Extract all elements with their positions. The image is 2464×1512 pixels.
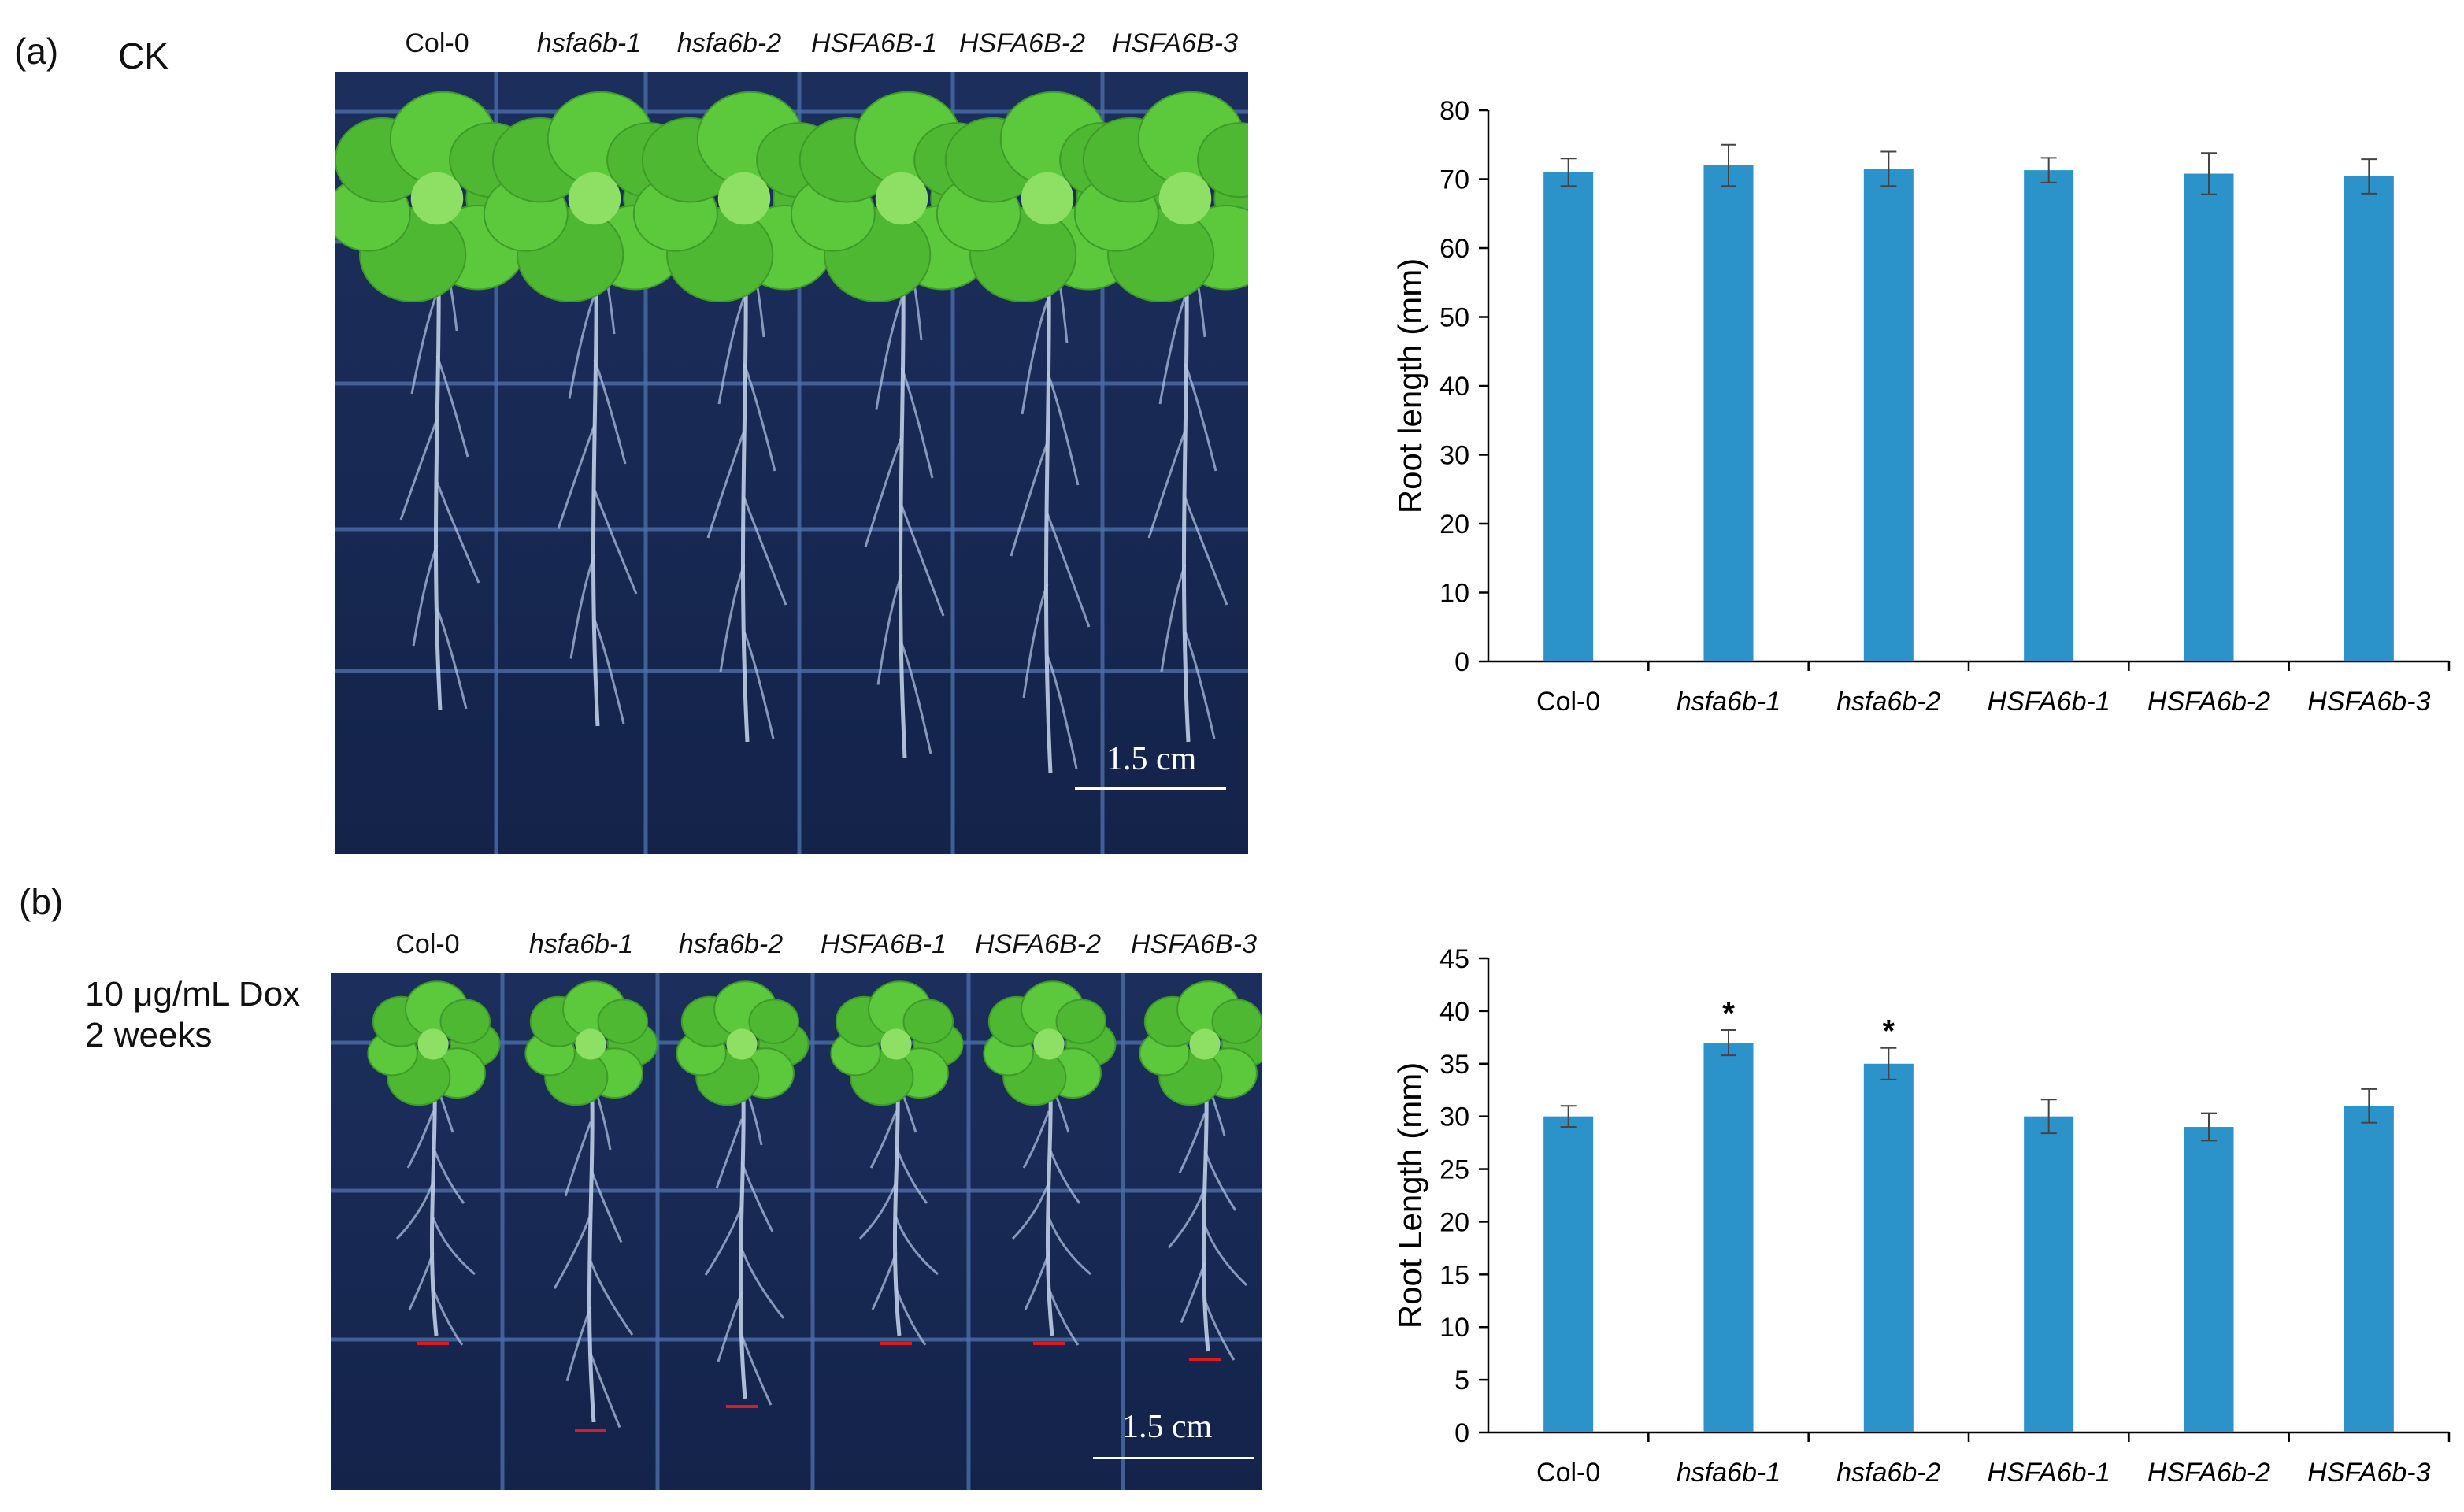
y-tick-label: 80 — [1439, 96, 1469, 126]
panel-b-label: (b) — [19, 881, 64, 922]
y-axis-label: Root length (mm) — [1391, 258, 1428, 513]
bar — [1543, 1116, 1594, 1432]
bar — [2344, 176, 2394, 662]
x-tick-label: hsfa6b-1 — [1677, 1458, 1780, 1488]
x-tick-label: HSFA6b-3 — [2307, 1458, 2430, 1488]
seedling — [676, 980, 810, 1408]
panel-b-seedlings-image — [331, 973, 1262, 1490]
panel-b-condition-line2: 2 weeks — [85, 1016, 213, 1054]
bar — [1703, 1043, 1754, 1432]
seedling — [1073, 91, 1248, 743]
panel-b-genotype-label: hsfa6b-2 — [678, 929, 784, 959]
panel-a-genotype-label: HSFA6B-2 — [959, 28, 1085, 58]
y-tick-label: 5 — [1454, 1366, 1469, 1395]
seedling — [983, 980, 1117, 1346]
y-tick-label: 10 — [1439, 579, 1469, 609]
y-tick-label: 45 — [1439, 944, 1469, 974]
panel-b-genotype-label: HSFA6B-2 — [975, 929, 1101, 959]
y-tick-label: 50 — [1439, 303, 1469, 333]
y-tick-label: 0 — [1454, 1418, 1469, 1448]
panel-a-label: (a) — [14, 31, 59, 72]
y-tick-label: 35 — [1439, 1050, 1469, 1080]
bar — [2184, 1127, 2234, 1432]
seedling — [524, 980, 658, 1432]
panel-a-seedlings-image — [335, 72, 1248, 854]
panel-a-genotype-label: hsfa6b-1 — [536, 28, 642, 58]
panel-a-genotype-label: hsfa6b-2 — [676, 28, 782, 58]
y-axis-label: Root Length (mm) — [1391, 1062, 1428, 1329]
panel-b-genotype-label: HSFA6B-3 — [1131, 929, 1257, 959]
x-tick-label: HSFA6b-3 — [2307, 687, 2430, 717]
x-tick-label: Col-0 — [1536, 1458, 1600, 1488]
x-tick-label: Col-0 — [1536, 687, 1600, 717]
seedling — [335, 91, 551, 711]
x-tick-label: hsfa6b-2 — [1836, 687, 1940, 717]
panel-a-photo: 1.5 cm — [335, 72, 1248, 854]
x-tick-label: HSFA6b-1 — [1988, 687, 2110, 717]
y-tick-label: 10 — [1439, 1313, 1469, 1343]
panel-a-root-length-chart: 0 10 20 30 40 50 60 70 80 Col-0 hsfa6b-1 hsfa6b-2 HS… — [1391, 96, 2451, 717]
bar — [2344, 1106, 2394, 1432]
y-tick-label: 30 — [1439, 441, 1469, 471]
bar — [1703, 165, 1754, 662]
bar — [2184, 173, 2234, 662]
y-tick-label: 40 — [1439, 997, 1469, 1027]
panel-a-condition: CK — [118, 35, 169, 76]
y-tick-label: 20 — [1439, 1207, 1469, 1237]
x-tick-label: HSFA6b-1 — [1988, 1458, 2110, 1488]
panel-b-genotype-label: HSFA6B-1 — [821, 929, 947, 959]
significance-marker: * — [1722, 996, 1735, 1031]
y-tick-label: 15 — [1439, 1260, 1469, 1290]
bar — [1863, 169, 1914, 662]
panel-a-genotype-label: HSFA6B-3 — [1112, 28, 1238, 58]
seedling — [367, 980, 501, 1346]
panel-b-scale-bar — [1093, 1457, 1254, 1459]
panel-b-genotype-label: Col-0 — [395, 929, 460, 959]
y-tick-label: 20 — [1439, 510, 1469, 539]
panel-a-scale-bar — [1075, 788, 1226, 790]
panel-a-genotype-label: Col-0 — [405, 28, 469, 58]
panel-a-genotype-label: HSFA6B-1 — [811, 28, 937, 58]
bar — [2024, 1116, 2074, 1432]
y-tick-label: 40 — [1439, 372, 1469, 402]
bar — [1543, 172, 1594, 662]
bar — [1863, 1063, 1914, 1432]
y-tick-label: 70 — [1439, 165, 1469, 195]
x-tick-label: hsfa6b-2 — [1836, 1458, 1940, 1488]
x-tick-label: HSFA6b-2 — [2147, 687, 2270, 717]
x-tick-label: hsfa6b-1 — [1677, 687, 1780, 717]
panel-b-root-length-chart: 0 5 10 15 20 25 30 35 40 45 Col-0 * hsfa6b-1 * hsfa6b-… — [1391, 944, 2451, 1488]
y-tick-label: 0 — [1454, 647, 1469, 677]
y-tick-label: 60 — [1439, 234, 1469, 264]
significance-marker: * — [1883, 1014, 1895, 1049]
panel-b-scale-bar-label: 1.5 cm — [1122, 1409, 1213, 1445]
y-tick-label: 30 — [1439, 1102, 1469, 1132]
seedling — [1139, 980, 1262, 1361]
panel-b-condition-line1: 10 μg/mL Dox — [85, 975, 301, 1014]
y-tick-label: 25 — [1439, 1155, 1469, 1185]
panel-b-genotype-label: hsfa6b-1 — [528, 929, 634, 959]
panel-a-scale-bar-label: 1.5 cm — [1106, 741, 1197, 777]
bar — [2024, 170, 2074, 662]
x-tick-label: HSFA6b-2 — [2147, 1458, 2270, 1488]
seedling — [830, 980, 964, 1346]
panel-b-photo: 1.5 cm — [331, 973, 1262, 1490]
